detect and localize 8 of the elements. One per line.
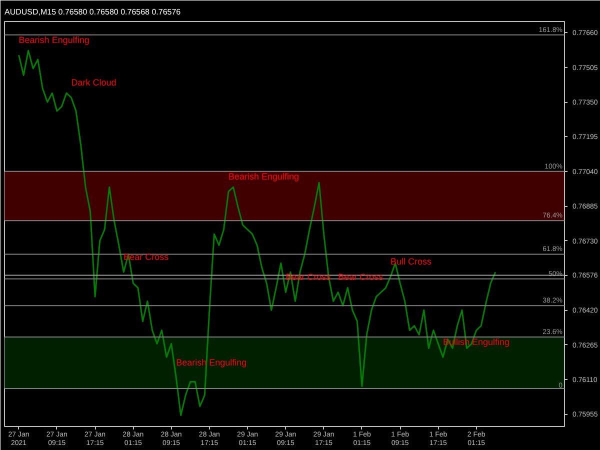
annotation: Bull Cross: [390, 256, 432, 267]
annotation: Bearish Engulfing: [18, 35, 90, 46]
annotation: Bullish Engulfing: [442, 337, 510, 348]
annotation: Bearish Engulfing: [228, 172, 300, 182]
chart-title: AUDUSD,M15 0.76580 0.76580 0.76568 0.76576: [4, 8, 182, 16]
annotation: Dark Cloud: [71, 78, 116, 88]
annotation: Bear Cross: [124, 252, 170, 262]
annotation: Bearish Engulfing: [176, 357, 247, 368]
